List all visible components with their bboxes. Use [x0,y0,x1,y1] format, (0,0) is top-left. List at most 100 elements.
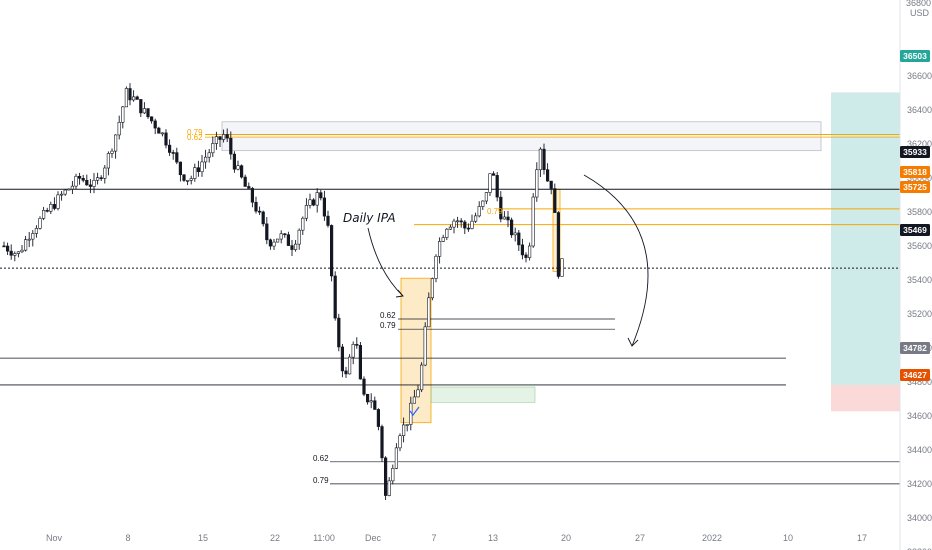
projection-arrow-head [627,337,639,347]
candle-body [41,210,46,219]
axes-layer: USD 36800 33800 34000 34200 34400 34600 34800… [46,0,932,550]
price-tag-label: 35818 [903,167,927,177]
candle-body [549,180,553,189]
candle-body [74,175,78,187]
candle-body [96,177,100,181]
candle-body [225,134,229,139]
candle-body [2,245,6,248]
candle-body [132,96,136,101]
y-tick-label: 35800 [907,207,932,217]
currency-label: USD [910,8,930,18]
candle-body [484,192,489,202]
candle-body [463,221,467,229]
candle-body [81,178,85,181]
y-tick-label: 33800 [907,547,932,550]
candle-body [31,233,35,240]
candle-body [337,317,341,348]
candle-body [85,179,89,186]
candle-body [351,344,355,358]
price-tag-label: 35933 [903,147,927,157]
fib-label: 0.79 [313,476,329,485]
candle-body [394,447,399,469]
x-tick-label: 20 [561,533,571,543]
price-tag-bg [900,224,930,236]
candle-body [524,254,528,258]
candle-body [283,233,287,236]
candle-body [452,220,456,228]
candle-body [92,179,96,187]
candle-body [243,176,247,187]
price-tag-bg [900,181,930,193]
candle-body [178,161,183,176]
candle-body [311,199,316,206]
candle-body [319,192,323,199]
candle-body [56,194,60,209]
candle-body [257,210,262,213]
candle-body [290,245,294,250]
candle-body [542,148,546,170]
candle-body [110,150,114,154]
candle-body [488,173,492,193]
price-tag-bg [900,50,930,62]
candle-body [27,238,31,241]
candle-body [495,175,499,198]
candle-body [117,122,121,136]
candle-body [175,152,179,163]
price-tag-bg [900,166,930,178]
y-tick-label: 35600 [907,241,932,251]
candle-body [477,206,481,217]
candle-body [135,96,139,100]
fib-label: 0.79 [187,128,203,137]
supply-zone [221,121,822,152]
candle-body [365,393,370,403]
price-tag-bg [900,146,930,158]
candle-body [473,215,478,222]
candle-body [250,188,255,203]
price-tag-bg [900,342,930,354]
price-tag-label: 34627 [903,370,927,380]
candle-body [153,120,157,129]
candle-body [441,237,445,242]
candle-body [322,197,327,217]
candle-body [99,177,103,179]
candle-body [286,234,291,246]
y-tick-label: 34200 [907,479,932,489]
daily-ipa-annotation[interactable]: Daily IPA [343,211,396,225]
zones-layer [221,92,900,424]
candle-body [9,250,13,256]
candle-body [344,370,348,375]
candle-body [128,88,132,101]
axis-top-label: 36800 [906,0,931,8]
candle-body [157,127,161,134]
candle-body [470,220,474,229]
candle-body [481,200,485,207]
candle-body [204,156,208,163]
candle-body [315,192,319,206]
price-tag-bg [900,369,930,381]
candle-body [369,400,373,403]
candle-body [182,174,186,181]
candle-body [538,148,542,171]
candle-body [304,205,309,219]
candle-body [146,108,150,118]
candle-body [509,219,514,236]
candle-body [502,216,507,220]
candle-body [254,201,258,212]
candle-body [200,161,204,173]
candle-body [416,389,420,398]
candle-body [297,229,301,245]
candle-body [142,108,147,114]
candle-body [196,167,201,173]
price-tag: 36503 [900,50,930,62]
candle-body [398,435,402,449]
candle-body [214,136,219,144]
price-tag-label: 35725 [903,182,927,192]
candle-body [376,409,381,427]
fib-label: 0.62 [380,311,396,320]
candle-body [124,88,128,108]
candle-body [466,227,471,230]
candle-body [16,251,21,254]
price-tag-label: 34782 [903,343,927,353]
candle-body [261,211,265,225]
